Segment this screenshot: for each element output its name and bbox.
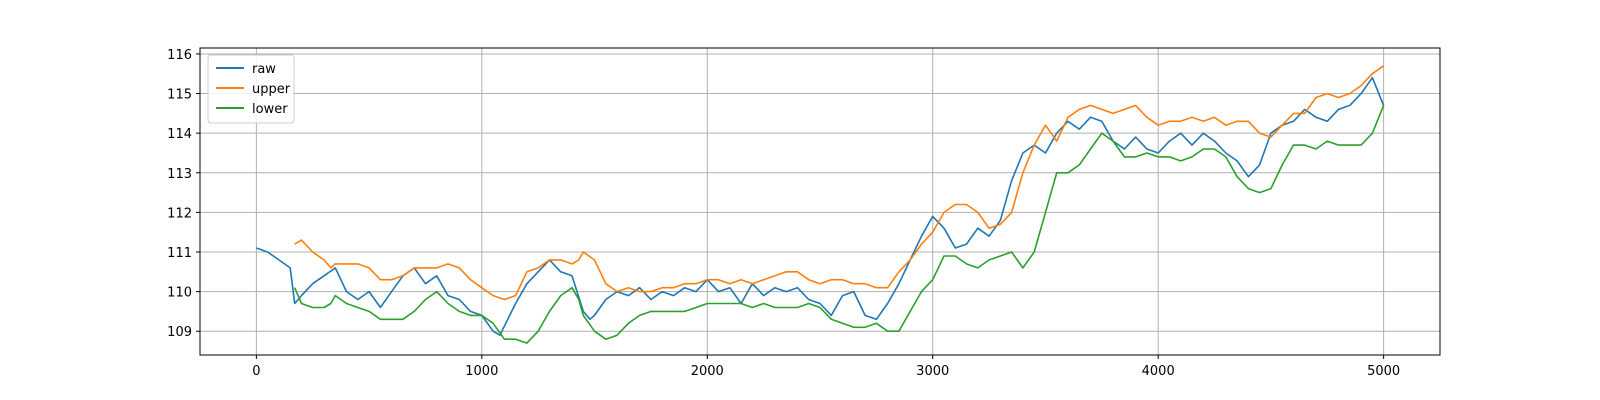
- plot-frame: [199, 47, 1441, 356]
- y-axis-ticks: 109 110 111 112 113 114 115 116: [167, 48, 200, 340]
- x-axis-ticks: 0 1000 2000 3000 4000 5000: [252, 355, 1400, 379]
- x-tick-label: 0: [252, 364, 260, 379]
- series-line-lower: [293, 105, 1385, 344]
- series-line-raw: [256, 76, 1385, 337]
- y-tick-label: 109: [167, 325, 192, 340]
- y-tick-label: 116: [167, 48, 192, 63]
- plot-series: [256, 65, 1385, 344]
- x-tick-label: 2000: [691, 364, 724, 379]
- y-tick-label: 113: [167, 167, 192, 182]
- grid-lines: [200, 48, 1440, 355]
- y-tick-label: 110: [167, 286, 192, 301]
- legend-label-lower: lower: [252, 102, 288, 117]
- legend: raw upper lower: [207, 54, 295, 124]
- legend-label-raw: raw: [252, 62, 276, 77]
- series-line-upper: [294, 65, 1385, 301]
- y-tick-label: 115: [167, 88, 192, 103]
- y-tick-label: 111: [167, 246, 192, 261]
- legend-box: [207, 54, 295, 124]
- x-tick-label: 3000: [916, 364, 949, 379]
- x-tick-label: 4000: [1142, 364, 1175, 379]
- y-tick-label: 112: [167, 206, 192, 221]
- x-tick-label: 1000: [465, 364, 498, 379]
- x-tick-label: 5000: [1367, 364, 1400, 379]
- y-tick-label: 114: [167, 127, 192, 142]
- legend-label-upper: upper: [252, 82, 291, 97]
